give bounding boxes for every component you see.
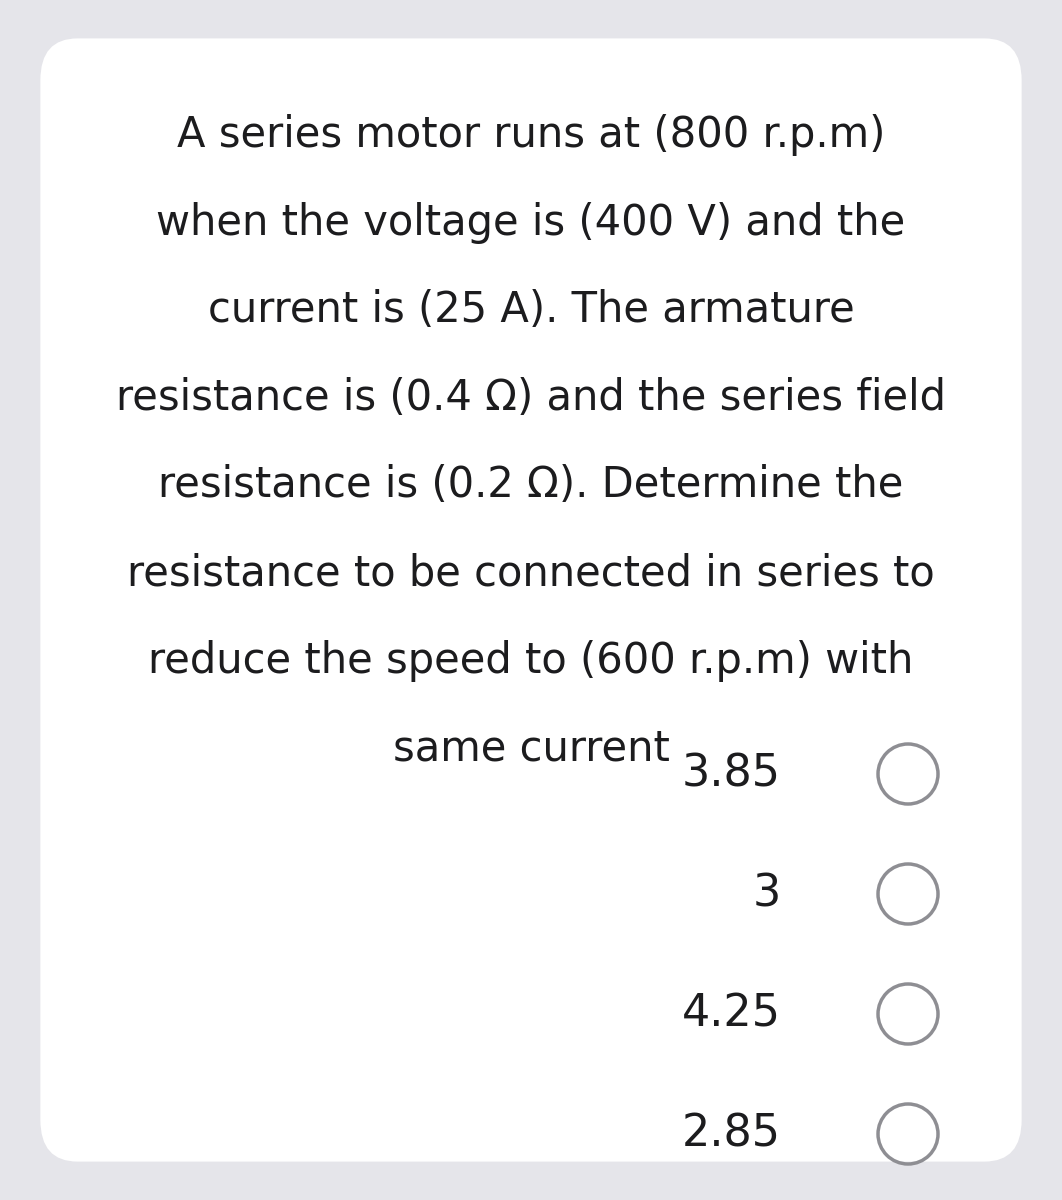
Text: 3: 3 [752, 872, 781, 916]
Text: resistance is (0.4 Ω) and the series field: resistance is (0.4 Ω) and the series fie… [116, 377, 946, 419]
Text: A series motor runs at (800 r.p.m): A series motor runs at (800 r.p.m) [176, 114, 886, 156]
FancyBboxPatch shape [40, 38, 1022, 1162]
Text: 3.85: 3.85 [682, 752, 781, 796]
Text: resistance is (0.2 Ω). Determine the: resistance is (0.2 Ω). Determine the [158, 464, 904, 506]
Text: reduce the speed to (600 r.p.m) with: reduce the speed to (600 r.p.m) with [149, 640, 913, 682]
Text: same current: same current [393, 727, 669, 769]
Text: when the voltage is (400 V) and the: when the voltage is (400 V) and the [156, 202, 906, 244]
Text: 4.25: 4.25 [682, 992, 781, 1036]
Text: current is (25 A). The armature: current is (25 A). The armature [208, 289, 854, 331]
Text: 2.85: 2.85 [682, 1112, 781, 1156]
Text: resistance to be connected in series to: resistance to be connected in series to [127, 552, 935, 594]
